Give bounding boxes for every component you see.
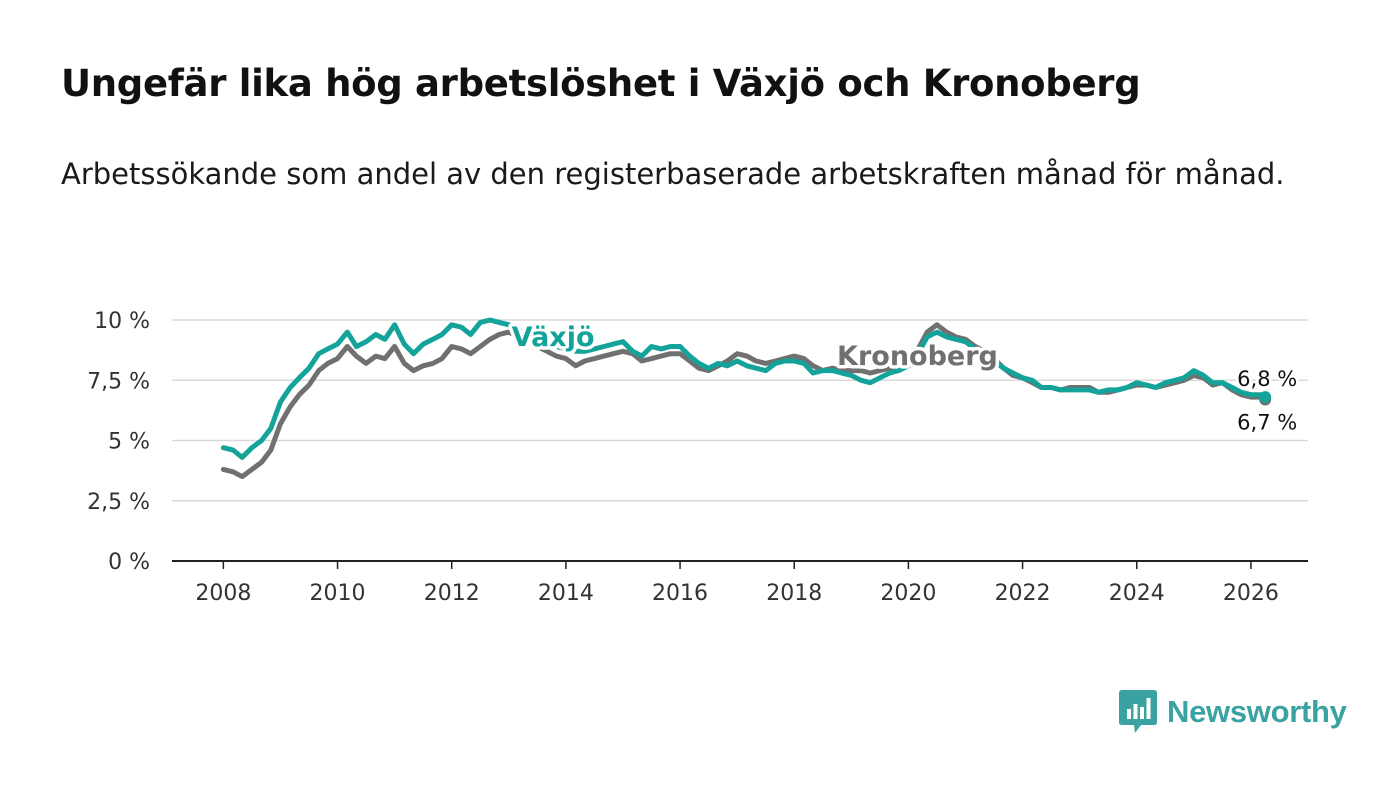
y-tick-label: 7,5 % <box>87 369 150 394</box>
y-tick-label: 10 % <box>94 309 150 334</box>
y-tick-label: 0 % <box>108 550 150 575</box>
end-value-label-växjö: 6,8 % <box>1237 367 1297 391</box>
x-tick-label: 2016 <box>652 581 708 606</box>
x-tick-label: 2012 <box>424 581 480 606</box>
series-label-växjö: Växjö <box>512 322 595 353</box>
x-tick-label: 2014 <box>538 581 594 606</box>
y-tick-label: 2,5 % <box>87 490 150 515</box>
series-line-kronoberg <box>220 322 1268 480</box>
x-tick-label: 2022 <box>995 581 1051 606</box>
series-labels: Växjö Kronoberg 6,8 % 6,7 % <box>508 318 1300 437</box>
brand-name: Newsworthy <box>1167 694 1347 729</box>
x-tick-label: 2020 <box>880 581 936 606</box>
end-value-label-kronoberg: 6,7 % <box>1237 411 1297 435</box>
chart-title: Ungefär lika hög arbetslöshet i Växjö oc… <box>61 62 1141 105</box>
series-label-kronoberg: Kronoberg <box>837 341 998 372</box>
series-lines <box>220 317 1272 480</box>
y-axis-tick-labels: 0 % 2,5 % 5 % 7,5 % 10 % <box>87 309 150 575</box>
gridlines <box>172 319 1308 502</box>
x-tick-label: 2024 <box>1109 581 1165 606</box>
x-tick-label: 2018 <box>766 581 822 606</box>
series-endpoint-växjö <box>1259 391 1272 404</box>
newsworthy-logo-icon <box>1119 690 1157 733</box>
x-axis: 2008 2010 2012 2014 2016 2018 2020 2022 2024 2026 <box>172 560 1308 606</box>
series-line-växjö <box>220 317 1268 460</box>
x-tick-label: 2026 <box>1223 581 1279 606</box>
chart-subtitle: Arbetssökande som andel av den registerb… <box>61 157 1285 191</box>
newsworthy-brand: Newsworthy <box>1119 690 1347 734</box>
x-tick-label: 2010 <box>310 581 366 606</box>
x-tick-label: 2008 <box>195 581 251 606</box>
y-tick-label: 5 % <box>108 430 150 455</box>
